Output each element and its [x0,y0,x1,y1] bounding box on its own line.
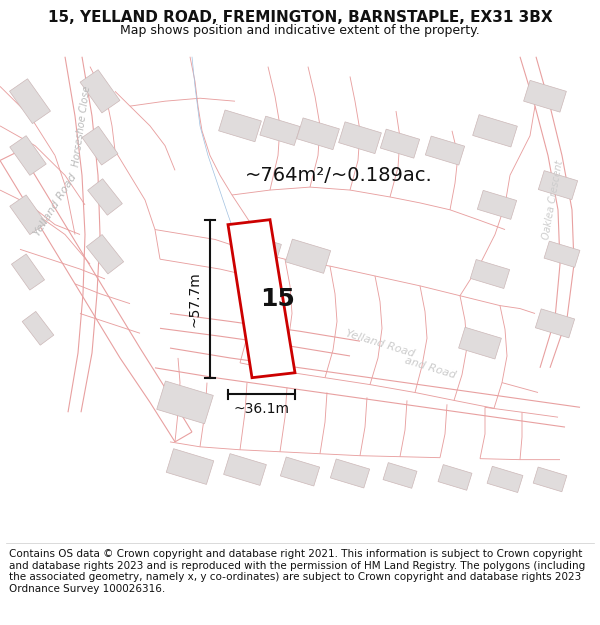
Text: Map shows position and indicative extent of the property.: Map shows position and indicative extent… [120,24,480,36]
Polygon shape [331,459,370,488]
Text: 15: 15 [260,287,295,311]
Polygon shape [383,462,417,488]
Polygon shape [380,129,419,158]
Polygon shape [538,171,578,199]
Polygon shape [22,311,54,345]
Text: ~36.1m: ~36.1m [233,402,290,416]
Polygon shape [487,466,523,492]
Polygon shape [478,191,517,219]
Text: ~764m²/~0.189ac.: ~764m²/~0.189ac. [245,166,433,185]
Text: 15, YELLAND ROAD, FREMINGTON, BARNSTAPLE, EX31 3BX: 15, YELLAND ROAD, FREMINGTON, BARNSTAPLE… [47,10,553,25]
Text: Horseshoe Close: Horseshoe Close [71,85,92,167]
Text: Yelland Road: Yelland Road [32,172,78,238]
Polygon shape [157,381,213,424]
Text: Oaklea Crescent: Oaklea Crescent [541,159,565,241]
Polygon shape [286,239,331,273]
Polygon shape [533,467,567,492]
Polygon shape [458,328,502,359]
Text: Yelland Road: Yelland Road [344,328,416,358]
Polygon shape [260,116,300,146]
Polygon shape [280,457,320,486]
Polygon shape [425,136,464,165]
Polygon shape [438,464,472,490]
Polygon shape [524,81,566,112]
Polygon shape [218,110,262,142]
Polygon shape [338,122,382,154]
Polygon shape [239,234,281,265]
Polygon shape [296,118,340,149]
Polygon shape [10,79,50,124]
Polygon shape [544,241,580,268]
Polygon shape [10,136,46,176]
Polygon shape [88,179,122,215]
Polygon shape [11,254,44,290]
Text: ~57.7m: ~57.7m [188,271,202,326]
Polygon shape [82,126,118,165]
Polygon shape [80,70,120,113]
Polygon shape [470,259,509,289]
Polygon shape [535,309,575,338]
Polygon shape [10,195,46,234]
Text: Contains OS data © Crown copyright and database right 2021. This information is : Contains OS data © Crown copyright and d… [9,549,585,594]
Polygon shape [166,449,214,484]
Polygon shape [228,219,295,378]
Polygon shape [473,114,517,147]
Polygon shape [86,234,124,274]
Polygon shape [224,454,266,486]
Text: and Road: and Road [403,355,457,381]
